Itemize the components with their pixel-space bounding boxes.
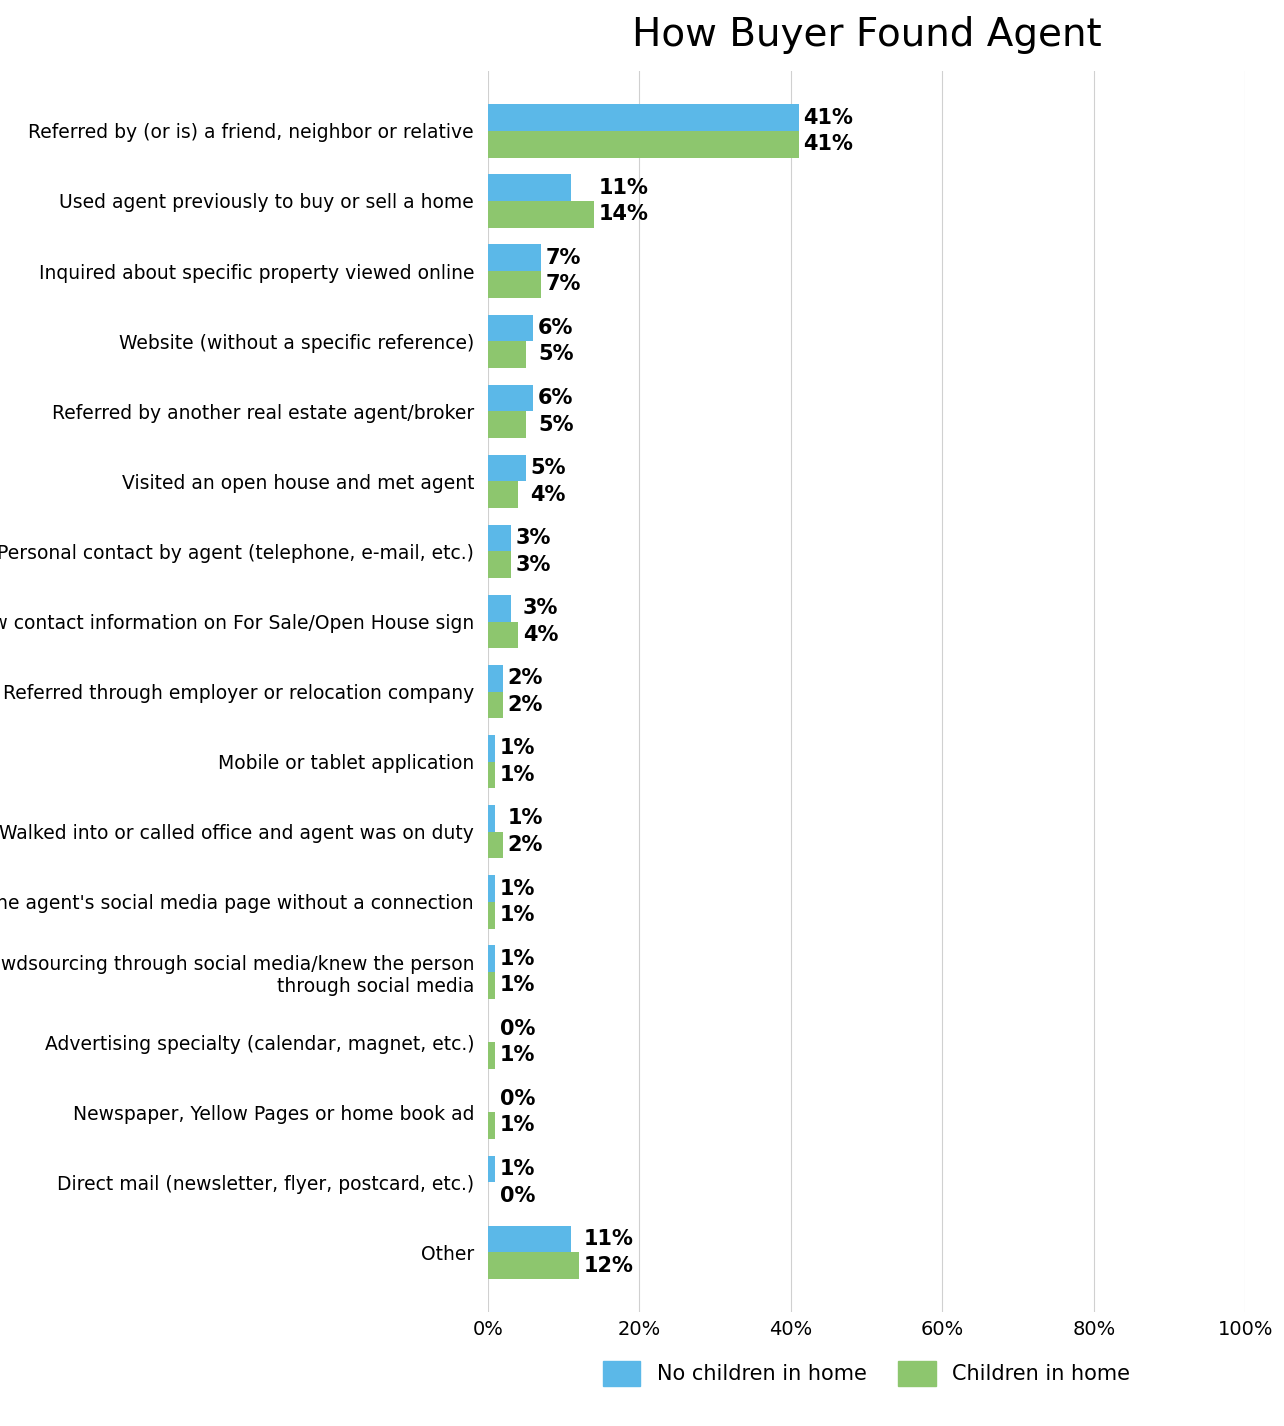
Text: 3%: 3% — [515, 528, 551, 548]
Bar — [488, 734, 496, 761]
Text: 41%: 41% — [802, 107, 853, 127]
Bar — [488, 595, 511, 622]
Text: 1%: 1% — [499, 1045, 535, 1065]
Bar — [488, 174, 571, 201]
Text: 7%: 7% — [546, 274, 580, 294]
Bar — [488, 131, 799, 157]
Text: 6%: 6% — [538, 388, 573, 408]
Text: 3%: 3% — [515, 555, 551, 575]
Bar — [488, 341, 526, 368]
Text: 41%: 41% — [802, 134, 853, 154]
Bar — [488, 945, 496, 973]
Text: 14%: 14% — [598, 204, 648, 224]
Text: 1%: 1% — [499, 1159, 535, 1179]
Bar — [488, 482, 519, 508]
Text: 4%: 4% — [530, 485, 566, 505]
Text: 4%: 4% — [523, 625, 559, 645]
Bar — [488, 1226, 571, 1252]
Title: How Buyer Found Agent: How Buyer Found Agent — [632, 16, 1102, 54]
Text: 5%: 5% — [530, 458, 566, 478]
Text: 2%: 2% — [507, 694, 543, 714]
Bar — [488, 831, 503, 858]
Text: 0%: 0% — [499, 1185, 535, 1205]
Bar — [488, 692, 503, 719]
Text: 1%: 1% — [507, 809, 543, 829]
Bar — [488, 1042, 496, 1068]
Bar — [488, 104, 799, 131]
Bar — [488, 1112, 496, 1139]
Text: 3%: 3% — [523, 597, 559, 619]
Bar — [488, 665, 503, 692]
Text: 0%: 0% — [499, 1018, 535, 1038]
Bar — [488, 385, 533, 411]
Bar — [488, 806, 496, 831]
Text: 2%: 2% — [507, 669, 543, 689]
Bar — [488, 901, 496, 928]
Bar — [488, 315, 533, 341]
Bar — [488, 411, 526, 438]
Text: 1%: 1% — [499, 906, 535, 925]
Bar — [488, 552, 511, 578]
Text: 1%: 1% — [499, 975, 535, 995]
Text: 1%: 1% — [499, 878, 535, 898]
Text: 12%: 12% — [583, 1256, 633, 1276]
Bar — [488, 622, 519, 649]
Bar — [488, 525, 511, 552]
Bar — [488, 973, 496, 998]
Legend: No children in home, Children in home: No children in home, Children in home — [594, 1352, 1139, 1395]
Bar — [488, 455, 526, 482]
Text: 11%: 11% — [598, 178, 648, 198]
Text: 5%: 5% — [538, 415, 574, 435]
Text: 2%: 2% — [507, 836, 543, 856]
Text: 6%: 6% — [538, 318, 573, 338]
Bar — [488, 1155, 496, 1182]
Bar — [488, 271, 541, 298]
Text: 7%: 7% — [546, 248, 580, 268]
Text: 0%: 0% — [499, 1089, 535, 1109]
Text: 11%: 11% — [583, 1229, 633, 1249]
Bar — [488, 244, 541, 271]
Bar — [488, 201, 594, 228]
Bar — [488, 876, 496, 901]
Text: 1%: 1% — [499, 764, 535, 786]
Bar — [488, 761, 496, 789]
Text: 1%: 1% — [499, 948, 535, 968]
Text: 1%: 1% — [499, 1115, 535, 1135]
Text: 5%: 5% — [538, 345, 574, 365]
Text: 1%: 1% — [499, 739, 535, 759]
Bar — [488, 1252, 579, 1279]
